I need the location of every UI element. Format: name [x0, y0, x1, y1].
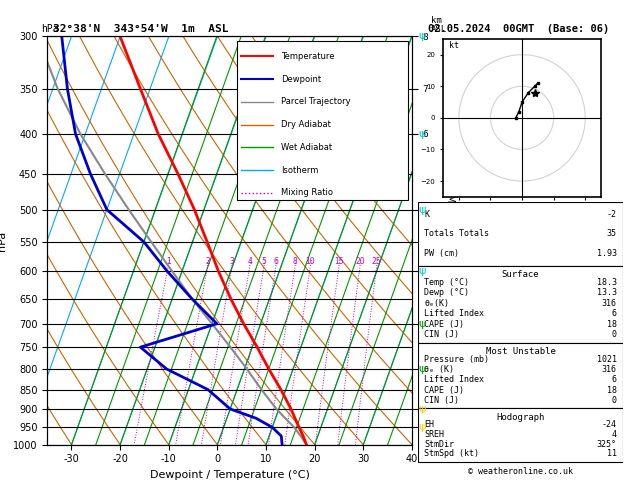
Text: 15: 15 [334, 257, 344, 266]
Text: Lifted Index: Lifted Index [425, 309, 484, 318]
Text: θₑ(K): θₑ(K) [425, 299, 449, 308]
Text: SREH: SREH [425, 430, 445, 439]
Text: Temp (°C): Temp (°C) [425, 278, 469, 287]
Bar [418, 343, 623, 408]
Text: ψ: ψ [418, 364, 426, 374]
Text: StmDir: StmDir [425, 440, 454, 449]
Text: 25: 25 [372, 257, 382, 266]
Bar [237, 40, 408, 200]
Text: Temperature: Temperature [281, 52, 334, 61]
Text: 0: 0 [611, 330, 616, 339]
Text: Surface: Surface [502, 270, 539, 279]
Text: 13.3: 13.3 [596, 288, 616, 297]
Text: Mixing Ratio: Mixing Ratio [281, 189, 333, 197]
Text: km
ASL: km ASL [431, 16, 447, 34]
Text: 20: 20 [355, 257, 365, 266]
Text: -24: -24 [601, 420, 616, 429]
Bar [418, 408, 623, 462]
Text: Dry Adiabat: Dry Adiabat [281, 120, 330, 129]
Bar [418, 202, 623, 266]
Text: 18.3: 18.3 [596, 278, 616, 287]
Text: kt: kt [449, 41, 459, 51]
Text: 6: 6 [274, 257, 279, 266]
Text: 18: 18 [606, 320, 616, 329]
Bar [418, 266, 623, 343]
Text: ψ: ψ [418, 32, 426, 41]
Text: CIN (J): CIN (J) [425, 330, 459, 339]
Text: Dewpoint: Dewpoint [281, 75, 321, 84]
Text: -2: -2 [606, 210, 616, 219]
Text: ψ: ψ [418, 205, 426, 215]
Text: Totals Totals: Totals Totals [425, 229, 489, 238]
Text: PW (cm): PW (cm) [425, 249, 459, 258]
Y-axis label: hPa: hPa [0, 230, 8, 251]
Text: 4: 4 [611, 430, 616, 439]
Text: CIN (J): CIN (J) [425, 396, 459, 405]
Text: ψ: ψ [418, 422, 426, 433]
Text: 35: 35 [606, 229, 616, 238]
Text: ψ: ψ [418, 129, 426, 139]
Text: 316: 316 [601, 365, 616, 374]
Text: 8: 8 [293, 257, 298, 266]
Text: 5: 5 [262, 257, 267, 266]
Text: Pressure (mb): Pressure (mb) [425, 355, 489, 364]
Text: 3: 3 [230, 257, 235, 266]
Text: 4: 4 [247, 257, 252, 266]
Text: 1: 1 [166, 257, 170, 266]
Text: CAPE (J): CAPE (J) [425, 320, 464, 329]
Text: 6: 6 [611, 375, 616, 384]
Text: Parcel Trajectory: Parcel Trajectory [281, 98, 350, 106]
Text: Dewp (°C): Dewp (°C) [425, 288, 469, 297]
Text: θₑ (K): θₑ (K) [425, 365, 454, 374]
Text: K: K [425, 210, 430, 219]
Text: ψ: ψ [418, 266, 426, 277]
Text: Isotherm: Isotherm [281, 166, 318, 174]
Text: Most Unstable: Most Unstable [486, 347, 555, 356]
Text: StmSpd (kt): StmSpd (kt) [425, 450, 479, 458]
Text: 1.93: 1.93 [596, 249, 616, 258]
Text: Hodograph: Hodograph [496, 413, 545, 422]
Text: Wet Adiabat: Wet Adiabat [281, 143, 331, 152]
Text: 18: 18 [606, 386, 616, 395]
Text: Lifted Index: Lifted Index [425, 375, 484, 384]
Text: 1021: 1021 [596, 355, 616, 364]
Text: 316: 316 [601, 299, 616, 308]
Text: 0: 0 [611, 396, 616, 405]
Text: EH: EH [425, 420, 435, 429]
Text: 32°38'N  343°54'W  1m  ASL: 32°38'N 343°54'W 1m ASL [53, 24, 229, 34]
Y-axis label: Mixing Ratio (g/kg): Mixing Ratio (g/kg) [445, 194, 455, 287]
Text: ψ: ψ [418, 319, 426, 329]
Text: © weatheronline.co.uk: © weatheronline.co.uk [468, 467, 573, 475]
Text: hPa: hPa [41, 24, 58, 34]
Text: 11: 11 [606, 450, 616, 458]
Text: 2: 2 [205, 257, 210, 266]
Text: 325°: 325° [596, 440, 616, 449]
Text: 02.05.2024  00GMT  (Base: 06): 02.05.2024 00GMT (Base: 06) [428, 24, 609, 34]
Text: ψ: ψ [418, 404, 426, 414]
Text: CAPE (J): CAPE (J) [425, 386, 464, 395]
Text: 10: 10 [306, 257, 315, 266]
X-axis label: Dewpoint / Temperature (°C): Dewpoint / Temperature (°C) [150, 470, 309, 480]
Text: 6: 6 [611, 309, 616, 318]
